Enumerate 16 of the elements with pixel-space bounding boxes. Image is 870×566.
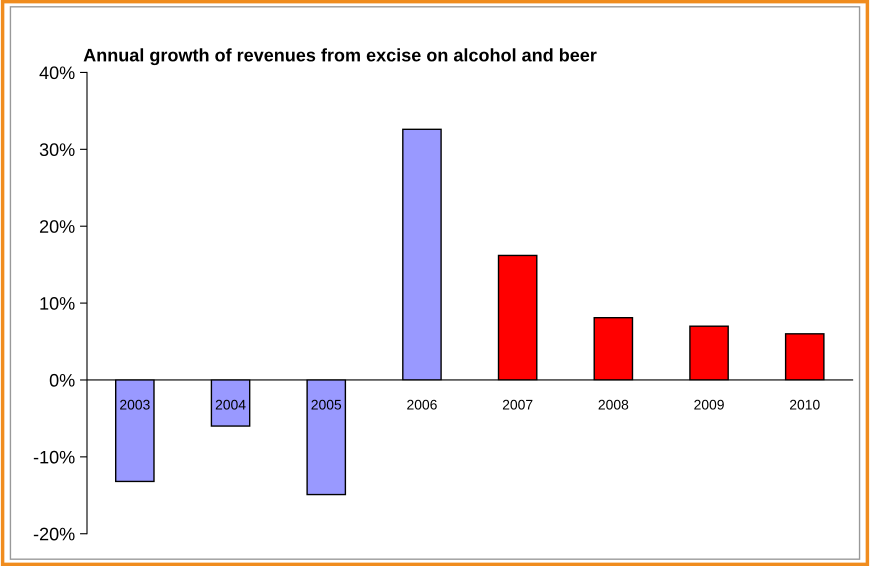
y-tick-label: 40% [39, 66, 75, 80]
x-tick-label: 2007 [502, 400, 532, 410]
y-tick-label: 30% [40, 143, 75, 156]
y-tick-label: -10% [34, 450, 75, 464]
x-tick-label: 2003 [120, 400, 150, 410]
x-tick-label: 2005 [312, 400, 342, 410]
y-tick-label: -20% [34, 528, 75, 540]
x-tick-label: 2006 [407, 400, 437, 410]
y-tick-label: 10% [40, 297, 75, 310]
chart-title: Annual growth of revenues from excise on alcohol and beer [84, 48, 597, 66]
y-tick-label: 0% [50, 374, 75, 387]
x-tick-label: 2010 [790, 400, 820, 410]
x-tick-label: 2009 [694, 400, 724, 410]
y-tick-label: 20% [40, 220, 75, 233]
x-tick-label: 2004 [216, 400, 246, 410]
x-tick-label: 2008 [598, 400, 628, 410]
